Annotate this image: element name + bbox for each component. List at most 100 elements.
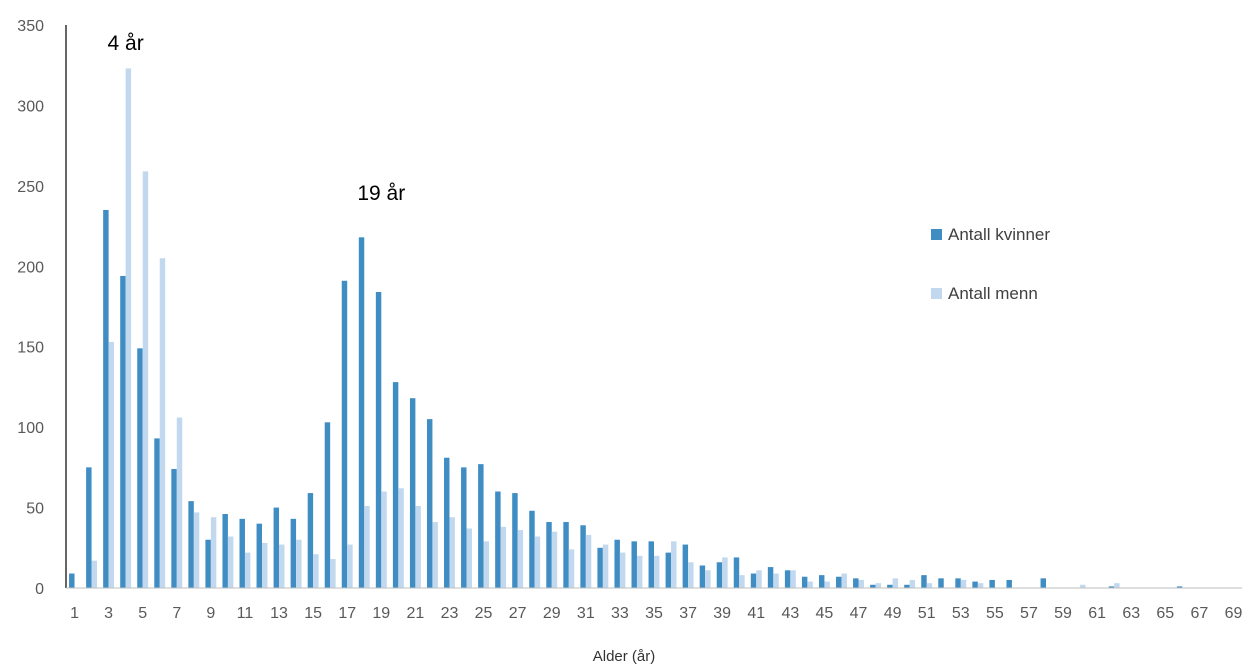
x-tick-label: 49 (884, 605, 902, 622)
x-tick-label: 61 (1088, 605, 1106, 622)
y-axis-ticks: 0 50 100 150 200 250 300 350 (17, 18, 44, 598)
bar-antall-menn (483, 541, 490, 588)
x-tick-label: 35 (645, 605, 663, 622)
bar-antall-kvinner (580, 525, 586, 588)
bar-antall-kvinner (972, 581, 978, 588)
bar-antall-kvinner (529, 510, 535, 588)
x-tick-label: 3 (104, 605, 113, 622)
bar-antall-menn (466, 528, 472, 588)
bar-antall-kvinner (426, 419, 433, 588)
x-tick-label: 5 (138, 605, 147, 622)
bar-antall-menn (824, 581, 830, 588)
bar-antall-menn (432, 522, 438, 588)
bar-antall-menn (347, 544, 353, 588)
bar-antall-menn (705, 570, 711, 588)
x-tick-label: 45 (816, 605, 834, 622)
x-tick-label: 41 (747, 605, 765, 622)
bar-antall-kvinner (154, 438, 160, 588)
legend: Antall kvinner Antall menn (931, 225, 1050, 303)
bar-antall-kvinner (750, 573, 757, 588)
bar-antall-menn (449, 517, 455, 588)
bar-antall-menn (381, 491, 387, 588)
bar-antall-menn (313, 554, 319, 588)
bar-antall-kvinner (461, 467, 467, 588)
bar-antall-kvinner (1108, 586, 1115, 588)
y-tick-label: 100 (17, 420, 44, 437)
bar-antall-menn (517, 530, 524, 588)
bar-antall-menn (739, 575, 745, 588)
x-tick-label: 21 (406, 605, 424, 622)
bar-antall-kvinner (784, 570, 791, 588)
x-tick-label: 69 (1225, 605, 1243, 622)
bar-antall-menn (807, 581, 813, 588)
y-tick-label: 0 (35, 581, 44, 598)
bar-antall-kvinner (699, 565, 706, 588)
bar-antall-menn (125, 68, 132, 589)
bar-antall-menn (585, 534, 592, 588)
x-tick-label: 19 (372, 605, 390, 622)
bar-antall-kvinner (444, 457, 450, 588)
bar-antall-menn (210, 517, 217, 588)
bar-antall-menn (108, 341, 115, 588)
bar-antall-kvinner (290, 518, 297, 588)
bar-antall-kvinner (256, 523, 262, 588)
bar-antall-menn (636, 555, 643, 588)
bar-antall-kvinner (921, 575, 927, 588)
x-tick-label: 33 (611, 605, 629, 622)
x-axis-ticks: 1 3 5 7 9 11 13 15 17 19 21 23 25 27 29 31 33 35 37 39 41 43 4… (70, 605, 1242, 622)
bar-antall-kvinner (767, 567, 774, 588)
x-tick-label: 65 (1156, 605, 1174, 622)
y-tick-label: 300 (17, 98, 44, 115)
bar-antall-menn (415, 505, 421, 588)
legend-label: Antall kvinner (948, 225, 1050, 244)
bar-antall-menn (91, 560, 98, 588)
bar-antall-kvinner (392, 382, 399, 588)
bar-antall-menn (551, 531, 558, 588)
bar-antall-menn (1080, 584, 1086, 588)
bar-antall-menn (1114, 583, 1120, 588)
y-tick-label: 150 (17, 340, 44, 357)
bar-antall-kvinner (120, 275, 126, 588)
legend-swatch (931, 288, 942, 299)
bar-antall-kvinner (1176, 586, 1183, 588)
bar-antall-kvinner (597, 547, 603, 588)
bar-antall-kvinner (563, 522, 569, 588)
bar-antall-kvinner (818, 575, 825, 588)
bar-antall-menn (977, 583, 984, 588)
x-tick-label: 39 (713, 605, 731, 622)
x-tick-label: 53 (952, 605, 970, 622)
y-tick-label: 250 (17, 179, 44, 196)
bar-antall-menn (892, 578, 899, 588)
bar-antall-menn (960, 579, 967, 588)
bar-antall-menn (330, 559, 336, 588)
bar-antall-kvinner (682, 544, 689, 588)
y-tick-label: 50 (26, 501, 44, 518)
bar-antall-kvinner (307, 493, 314, 588)
bar-antall-kvinner (358, 237, 365, 588)
bar-antall-menn (841, 573, 847, 588)
bar-antall-kvinner (546, 522, 552, 588)
x-tick-label: 31 (577, 605, 595, 622)
bar-antall-kvinner (955, 578, 961, 588)
bar-antall-kvinner (716, 562, 723, 588)
bar-antall-menn (364, 505, 370, 588)
bar-antall-menn (296, 539, 302, 588)
x-tick-label: 57 (1020, 605, 1038, 622)
bar-antall-menn (176, 417, 183, 588)
peak-annotations: 4 år 19 år (108, 32, 406, 205)
x-tick-label: 7 (172, 605, 181, 622)
bar-antall-menn (756, 570, 762, 588)
x-tick-label: 63 (1122, 605, 1140, 622)
bar-antall-kvinner (103, 209, 109, 589)
bar-antall-menn (159, 258, 166, 588)
bars (69, 68, 1183, 589)
x-tick-label: 13 (270, 605, 288, 622)
bar-antall-kvinner (733, 557, 740, 588)
x-tick-label: 43 (781, 605, 799, 622)
bar-antall-kvinner (222, 514, 228, 588)
bar-antall-kvinner (614, 539, 620, 588)
bar-antall-kvinner (273, 507, 280, 588)
bar-antall-menn (722, 557, 728, 588)
bar-antall-kvinner (904, 584, 910, 588)
